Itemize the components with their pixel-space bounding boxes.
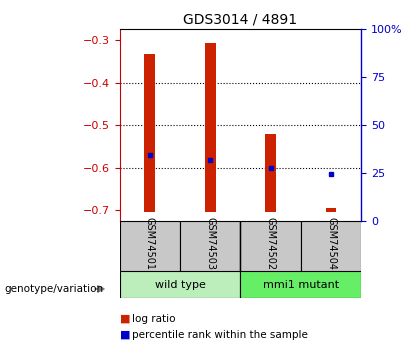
Text: genotype/variation: genotype/variation (4, 284, 103, 294)
Bar (240, 221, 301, 271)
Text: ■: ■ (120, 330, 134, 339)
Text: GSM74503: GSM74503 (205, 217, 215, 270)
Text: GSM74502: GSM74502 (265, 217, 276, 270)
Bar (120, 221, 180, 271)
Text: percentile rank within the sample: percentile rank within the sample (132, 330, 308, 339)
Bar (265, 135, 276, 212)
Bar (205, 43, 216, 212)
Text: log ratio: log ratio (132, 314, 176, 324)
Text: ■: ■ (120, 314, 134, 324)
Bar (144, 53, 155, 212)
Text: GSM74501: GSM74501 (145, 217, 155, 270)
Bar (326, 208, 336, 212)
Bar (301, 221, 361, 271)
Bar (240, 271, 361, 298)
Text: mmi1 mutant: mmi1 mutant (263, 280, 339, 289)
Title: GDS3014 / 4891: GDS3014 / 4891 (184, 13, 297, 27)
Text: GSM74504: GSM74504 (326, 217, 336, 270)
Bar (180, 221, 240, 271)
Bar (120, 271, 240, 298)
Text: wild type: wild type (155, 280, 205, 289)
